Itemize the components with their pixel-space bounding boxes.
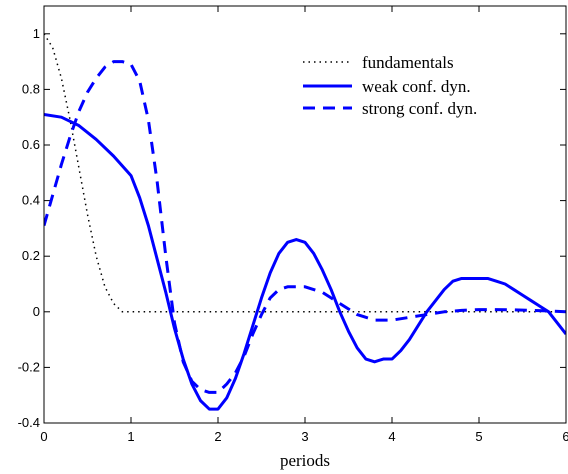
series-line-fundamentals xyxy=(44,33,566,313)
series-line-strong-conf-dyn xyxy=(44,60,566,394)
x-tick-label: 4 xyxy=(388,429,395,444)
x-axis-label: periods xyxy=(280,451,330,470)
y-tick-label: -0.2 xyxy=(18,359,40,374)
series-line-weak-conf-dyn xyxy=(44,112,566,411)
plot-frame xyxy=(43,5,567,424)
x-tick-label: 5 xyxy=(475,429,482,444)
legend-box xyxy=(292,44,560,136)
axis-ticks: 0 1 2 3 4 5 6 -0.4 -0.2 0 0.2 0.4 0.6 0.8 1 xyxy=(18,6,568,444)
y-tick-label: -0.4 xyxy=(18,415,40,430)
y-tick-label: 0.8 xyxy=(22,81,40,96)
x-tick-label: 2 xyxy=(214,429,221,444)
x-tick-label: 6 xyxy=(562,429,568,444)
y-tick-label: 0 xyxy=(33,304,40,319)
x-tick-label: 3 xyxy=(301,429,308,444)
legend-label-strong-conf-dyn: strong conf. dyn. xyxy=(362,99,477,118)
y-tick-label: 0.2 xyxy=(22,248,40,263)
y-tick-label: 0.4 xyxy=(22,193,40,208)
series-lines xyxy=(44,33,566,411)
y-tick-label: 0.6 xyxy=(22,137,40,152)
x-tick-label: 1 xyxy=(127,429,134,444)
y-tick-label: 1 xyxy=(33,26,40,41)
legend-label-fundamentals: fundamentals xyxy=(362,53,454,72)
legend-label-weak-conf-dyn: weak conf. dyn. xyxy=(362,77,471,96)
x-tick-label: 0 xyxy=(40,429,47,444)
legend: fundamentals weak conf. dyn. strong conf… xyxy=(292,44,560,136)
